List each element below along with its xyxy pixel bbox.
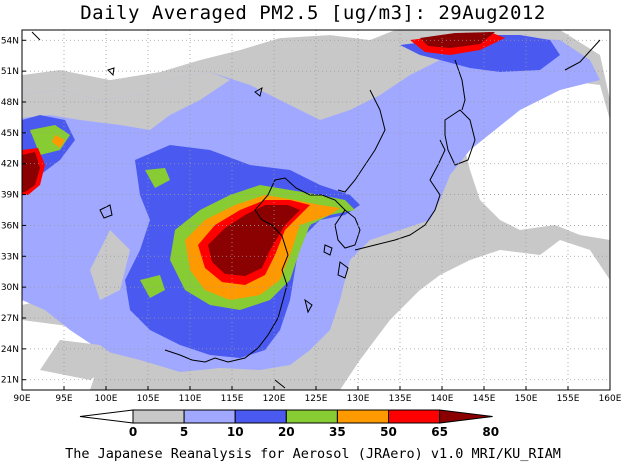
colorbar-level-label: 35 — [329, 425, 346, 439]
colorbar-high-triangle — [439, 409, 493, 424]
colorbar-level-label: 0 — [129, 425, 137, 439]
lat-tick-label: 39N — [1, 191, 19, 201]
colorbar-swatch — [285, 409, 338, 424]
contour-80-plus — [208, 205, 300, 276]
lon-tick-label: 120E — [263, 394, 286, 404]
lon-tick-label: 105E — [137, 394, 160, 404]
map-title: Daily Averaged PM2.5 [ug/m3]: 29Aug2012 — [80, 2, 546, 24]
lon-tick-label: 150E — [515, 394, 538, 404]
colorbar-level-label: 50 — [380, 425, 397, 439]
lon-tick-label: 115E — [221, 394, 244, 404]
lon-tick-label: 135E — [389, 394, 412, 404]
pm25-contours — [22, 30, 610, 390]
colorbar: 0 5 10 20 35 50 65 80 — [79, 409, 499, 439]
lon-tick-label: 110E — [179, 394, 202, 404]
lat-tick-label: 30N — [1, 283, 19, 293]
lat-tick-label: 48N — [1, 98, 19, 108]
lon-tick-label: 130E — [347, 394, 370, 404]
colorbar-level-label: 80 — [482, 425, 499, 439]
coastlines — [31, 31, 601, 389]
contour-35-50 — [145, 168, 170, 188]
lon-tick-label: 160E — [599, 394, 622, 404]
footer-credit: The Japanese Reanalysis for Aerosol (JRA… — [65, 446, 561, 462]
lat-tick-label: 27N — [1, 314, 19, 324]
lat-tick-label: 51N — [1, 67, 19, 77]
lat-tick-label: 33N — [1, 252, 19, 262]
colorbar-level-label: 65 — [431, 425, 448, 439]
colorbar-low-triangle — [79, 409, 134, 424]
lon-tick-label: 145E — [473, 394, 496, 404]
lat-tick-label: 36N — [1, 221, 19, 231]
longitude-labels: 90E 95E 100E 105E 110E 115E 120E 125E 130E 135E 14… — [13, 386, 622, 404]
lon-tick-label: 155E — [557, 394, 580, 404]
colorbar-swatch — [132, 409, 185, 424]
graticule — [22, 30, 610, 390]
colorbar-swatch — [234, 409, 287, 424]
lat-tick-label: 45N — [1, 129, 19, 139]
colorbar-swatch — [183, 409, 236, 424]
lat-tick-label: 42N — [1, 160, 19, 170]
lon-tick-label: 125E — [305, 394, 328, 404]
colorbar-level-label: 20 — [278, 425, 295, 439]
lon-tick-label: 90E — [13, 394, 30, 404]
colorbar-swatch — [336, 409, 389, 424]
colorbar-level-label: 10 — [227, 425, 244, 439]
lat-tick-label: 24N — [1, 345, 19, 355]
lat-tick-label: 54N — [1, 36, 19, 46]
lat-tick-label: 21N — [1, 376, 19, 386]
lon-tick-label: 95E — [55, 394, 72, 404]
lon-tick-label: 140E — [431, 394, 454, 404]
latitude-labels: 21N 24N 27N 30N 33N 36N 39N 42N 45N 48N 51N 54N — [1, 36, 26, 386]
lon-tick-label: 100E — [95, 394, 118, 404]
colorbar-swatch — [388, 409, 441, 424]
colorbar-level-label: 5 — [180, 425, 188, 439]
